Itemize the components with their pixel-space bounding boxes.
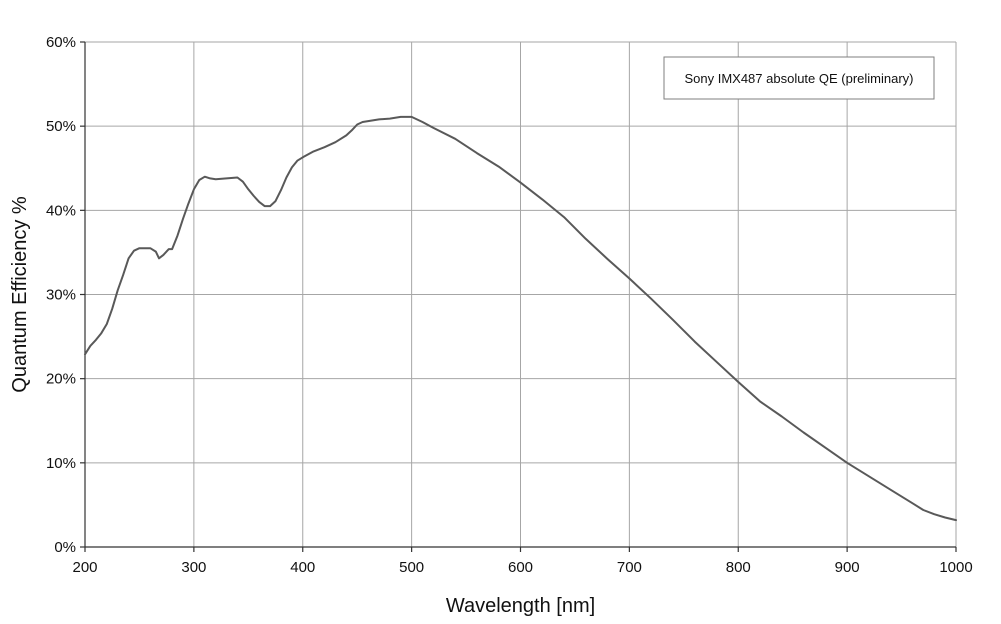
x-tick-label: 200 bbox=[72, 559, 97, 576]
qe-series-line bbox=[84, 115, 957, 522]
x-tick-label: 600 bbox=[508, 559, 533, 576]
x-tick-labels: 200 300 400 500 600 700 800 900 1000 bbox=[72, 559, 972, 576]
legend: Sony IMX487 absolute QE (preliminary) bbox=[663, 56, 935, 100]
x-tick-label: 500 bbox=[399, 559, 424, 576]
x-tick-label: 700 bbox=[617, 559, 642, 576]
x-axis-title: Wavelength [nm] bbox=[446, 595, 595, 617]
series-lines bbox=[84, 115, 957, 522]
y-tick-label: 30% bbox=[46, 287, 76, 304]
grid-lines bbox=[85, 41, 957, 547]
legend-box bbox=[663, 56, 935, 100]
y-tick-label: 0% bbox=[54, 539, 76, 556]
y-axis-title: Quantum Efficiency % bbox=[9, 196, 31, 393]
x-tick-label: 400 bbox=[290, 559, 315, 576]
y-tick-label: 20% bbox=[46, 371, 76, 388]
axes bbox=[80, 41, 957, 552]
legend-entry-label: Sony IMX487 absolute QE (preliminary) bbox=[684, 71, 913, 86]
x-tick-label: 900 bbox=[835, 559, 860, 576]
y-tick-label: 40% bbox=[46, 202, 76, 219]
y-tick-label: 10% bbox=[46, 455, 76, 472]
y-tick-label: 60% bbox=[46, 34, 76, 51]
y-tick-labels: 0% 10% 20% 30% 40% 50% 60% bbox=[46, 34, 76, 556]
y-tick-label: 50% bbox=[46, 118, 76, 135]
x-tick-label: 1000 bbox=[939, 559, 972, 576]
x-tick-label: 800 bbox=[726, 559, 751, 576]
x-tick-label: 300 bbox=[181, 559, 206, 576]
